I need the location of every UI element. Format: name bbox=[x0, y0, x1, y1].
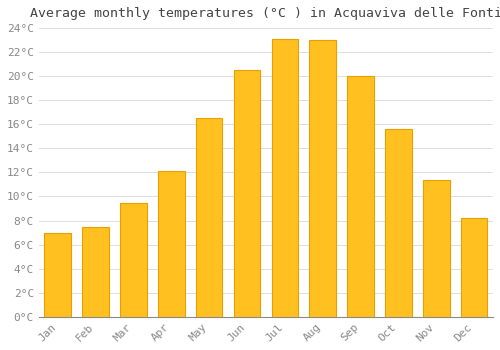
Bar bbox=[234, 70, 260, 317]
Bar bbox=[348, 76, 374, 317]
Title: Average monthly temperatures (°C ) in Acquaviva delle Fonti: Average monthly temperatures (°C ) in Ac… bbox=[30, 7, 500, 20]
Bar bbox=[423, 180, 450, 317]
Bar bbox=[158, 171, 184, 317]
Bar bbox=[272, 39, 298, 317]
Bar bbox=[82, 226, 109, 317]
Bar bbox=[385, 129, 411, 317]
Bar bbox=[120, 203, 146, 317]
Bar bbox=[310, 40, 336, 317]
Bar bbox=[44, 233, 71, 317]
Bar bbox=[196, 118, 222, 317]
Bar bbox=[461, 218, 487, 317]
